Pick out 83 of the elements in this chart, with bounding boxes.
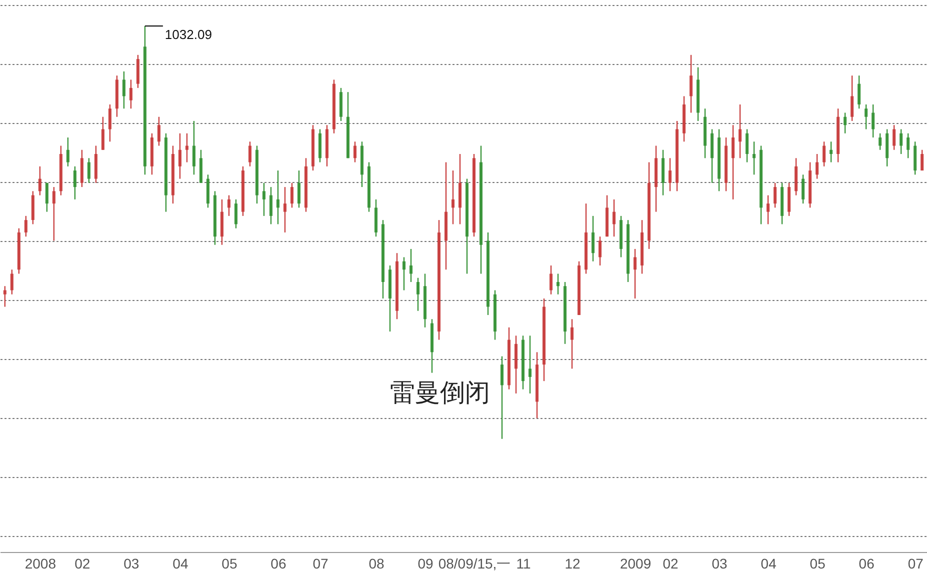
candlestick [850,74,854,122]
candlestick [66,136,70,167]
x-tick-label: 11 [516,556,531,572]
candlestick [353,141,356,163]
x-tick-label: 2008 [24,556,56,572]
annotation: 雷曼倒闭 [390,378,490,407]
candlestick [10,269,14,295]
candlestick [157,116,160,146]
candlestick [108,104,112,142]
candlestick [185,132,188,163]
candlestick [269,186,272,225]
x-tick-label: 03 [712,556,728,572]
x-tick-label: 06 [858,556,875,572]
candlestick [24,215,28,238]
candlestick [409,248,412,283]
annotation: 1032.09 [164,27,212,42]
candlestick [864,104,868,130]
x-tick-label: 08 [368,556,384,572]
candlestick [452,170,454,225]
x-tick-label: 07 [312,556,328,572]
x-tick-label: 02 [662,556,679,572]
candlestick [556,273,560,295]
candlestick [920,149,924,172]
candlestick [3,286,6,308]
x-tick-label: 05 [810,556,826,572]
candlestick [690,54,693,114]
x-tick-label: 12 [564,556,581,572]
candlestick [227,194,230,217]
candlestick [878,132,882,150]
candlestick [402,256,406,291]
x-tick-label: 06 [270,556,286,572]
x-tick-label: 04 [760,556,777,572]
candlestick [248,141,252,167]
x-tick-label: 04 [172,556,188,572]
x-tick-label: 09 [418,556,434,572]
candlestick [528,335,532,394]
candlestick [858,74,861,110]
candlestick [276,170,280,225]
candlestick [816,153,819,180]
x-tick-label: 02 [74,556,90,572]
candlestick [766,194,770,225]
candlestick [550,264,553,295]
x-tick-label: 2009 [620,556,652,572]
candlestick [570,318,574,370]
candlestick [752,141,756,176]
candlestick [802,174,805,204]
candlestick [283,186,286,234]
x-tick-label: 07 [908,556,924,572]
candlestick [87,158,90,184]
candlestick [73,166,76,200]
x-tick-label: 08/09/15,一 [438,556,511,572]
candlestick [234,198,238,229]
candlestick [178,132,182,180]
candlestick [52,186,56,242]
candlestick [38,166,42,196]
candlestick [830,141,833,163]
candlestick [892,124,896,150]
candlestick [598,236,602,266]
candlestick [732,124,735,200]
candlestick [612,198,616,238]
x-tick-label: 05 [222,556,238,572]
candlestick [900,128,903,155]
candlestick [634,248,637,300]
candlestick [592,215,595,262]
candlestick [500,356,504,440]
candlestick [774,182,777,208]
candlestick [262,182,266,217]
candlestick [101,116,104,150]
candlestick [290,182,294,208]
candlestick [122,70,126,110]
candlestick [297,170,300,208]
x-tick-label: 03 [124,556,140,572]
candlestick [45,182,48,212]
candlestick [129,79,132,110]
candlestick [746,128,749,163]
candlestick [738,104,742,159]
candlestick [844,112,847,134]
candlestick [906,132,910,159]
candlestick [192,120,196,176]
candlestick [416,277,420,312]
candlestick [872,104,875,138]
candlestick [822,141,826,167]
candlestick [668,158,672,192]
